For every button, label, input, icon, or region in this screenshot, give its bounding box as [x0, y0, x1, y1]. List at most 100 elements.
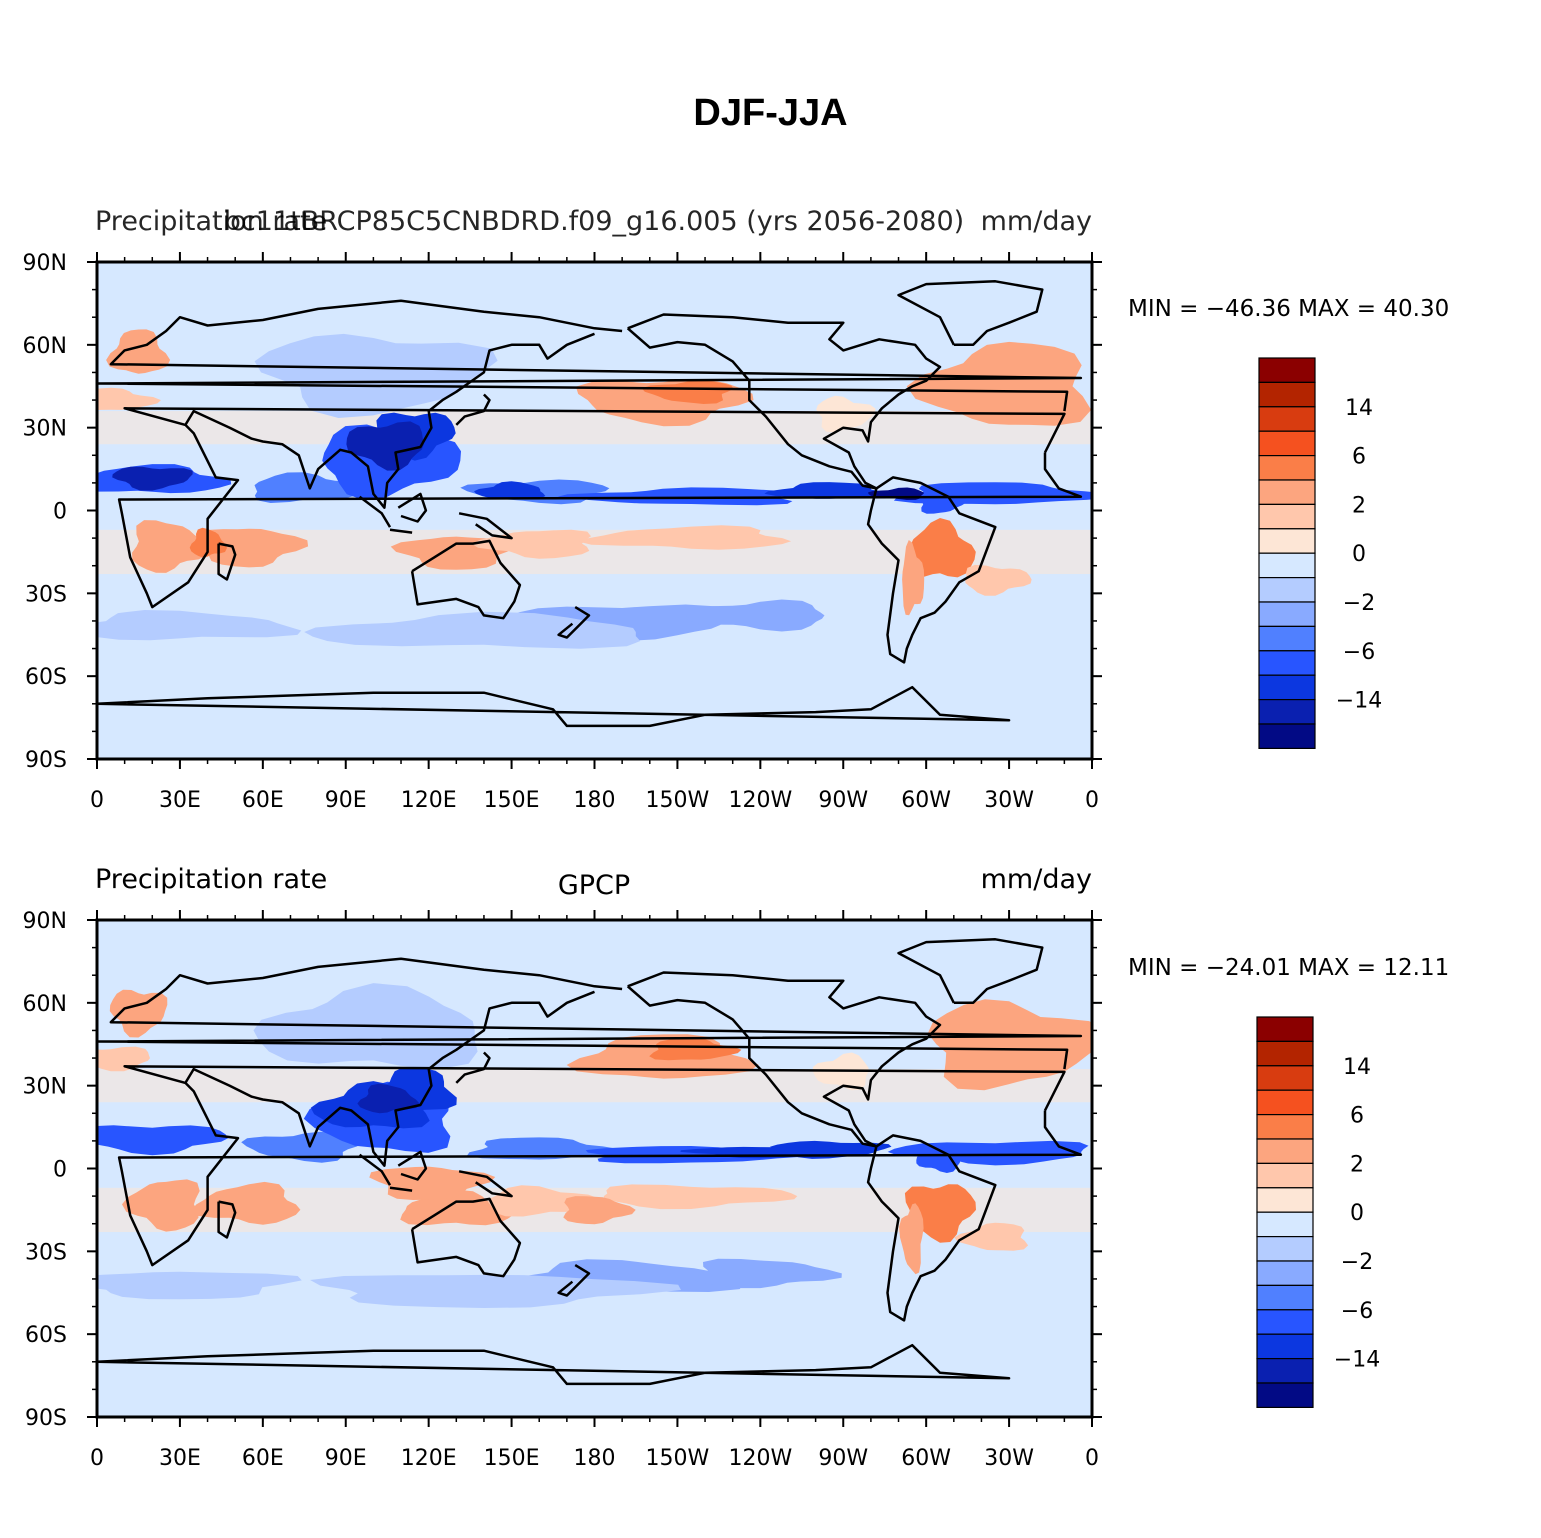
lon-tick-label: 30W — [984, 788, 1034, 813]
coastline — [557, 606, 591, 639]
colorbar-label: 14 — [1345, 396, 1373, 421]
lon-tick-label: 0 — [90, 1446, 104, 1471]
panel-1-right-label: mm/day — [981, 206, 1092, 237]
field-contour — [906, 518, 976, 578]
colorbar-swatch — [1258, 357, 1316, 383]
field-contour — [816, 395, 876, 433]
colorbar-swatch — [1256, 1235, 1314, 1262]
colorbar-label: −6 — [1343, 640, 1375, 665]
colorbar-label: −6 — [1341, 1299, 1373, 1324]
field-contour — [887, 1140, 1089, 1166]
lon-tick-label: 150W — [646, 788, 710, 813]
field-contour — [357, 1083, 420, 1114]
lon-tick-label: 120W — [728, 1446, 792, 1471]
lon-tick-label: 150W — [646, 1446, 710, 1471]
coastline — [217, 1200, 237, 1239]
field-contour — [304, 611, 641, 649]
coastline — [217, 542, 237, 581]
field-contour — [196, 528, 309, 568]
lon-tick-label: 150E — [484, 788, 540, 813]
field-contour — [132, 520, 209, 573]
panel-1-center-label: bc11tBRCP85C5CNBDRD.f09_g16.005 (yrs 205… — [224, 206, 964, 237]
lat-tick-label: 30S — [25, 1240, 67, 1265]
colorbar-swatch — [1258, 479, 1316, 505]
field-contour — [603, 1184, 798, 1210]
lat-tick-label: 90S — [25, 748, 67, 773]
field-contour — [686, 599, 825, 632]
coastline — [458, 512, 513, 540]
panel-2-left-label: Precipitation rate — [95, 864, 327, 895]
lat-tick-label: 30N — [23, 417, 67, 442]
colorbar-swatch — [1256, 1138, 1314, 1164]
colorbar-swatch — [1258, 601, 1316, 627]
field-contour — [927, 999, 1092, 1091]
colorbar-label: 0 — [1350, 1201, 1364, 1226]
field-contour — [694, 1258, 842, 1289]
panel-2-center-label: GPCP — [558, 870, 630, 901]
lat-tick-label: 60S — [25, 1323, 67, 1348]
colorbar-swatch — [1258, 503, 1316, 530]
colorbar-label: 2 — [1350, 1152, 1364, 1177]
field-contour — [965, 564, 1032, 596]
lon-tick-label: 90W — [818, 1446, 868, 1471]
panel-1-field — [97, 262, 1092, 759]
lat-tick-label: 0 — [53, 1158, 67, 1183]
colorbar-swatch — [1258, 381, 1316, 408]
colorbar-swatch — [1258, 406, 1316, 432]
coastline — [184, 332, 595, 509]
colorbar-swatch — [1258, 674, 1316, 701]
lon-tick-label: 180 — [574, 788, 616, 813]
lat-tick-label: 60N — [23, 992, 67, 1017]
coastline — [866, 1134, 997, 1322]
lon-tick-label: 0 — [90, 788, 104, 813]
coastline — [184, 990, 595, 1167]
coastline — [410, 1197, 522, 1278]
colorbar-swatch — [1256, 1309, 1314, 1335]
colorbar-swatch — [1258, 723, 1316, 749]
field-background — [97, 920, 1092, 1417]
lat-tick-label: 90S — [25, 1406, 67, 1431]
colorbar-label: −14 — [1334, 1348, 1380, 1373]
coastline — [455, 1051, 491, 1084]
field-contour — [254, 333, 498, 418]
field-band — [97, 1069, 1092, 1103]
panel-1-left-label: Precipitation rate — [95, 206, 327, 237]
colorbar-swatch — [1258, 698, 1316, 725]
lon-tick-label: 60W — [901, 1446, 951, 1471]
field-contour — [764, 482, 890, 499]
panel-1-stats: MIN = −46.36 MAX = 40.30 — [1128, 296, 1449, 322]
coastline — [410, 539, 522, 620]
lon-tick-label: 60E — [242, 788, 284, 813]
panel-2-colorbar: 14 6 2 0 −2 −6 −14 — [1256, 1016, 1380, 1408]
field-contour — [241, 1131, 361, 1163]
field-contour — [563, 1196, 636, 1225]
colorbar-label: −2 — [1343, 591, 1375, 616]
field-contour — [902, 540, 925, 616]
lon-tick-label: 180 — [574, 1446, 616, 1471]
colorbar-swatch — [1258, 576, 1316, 603]
lat-tick-label: 0 — [53, 500, 67, 525]
lon-tick-label: 0 — [1085, 788, 1099, 813]
coastline — [97, 685, 1011, 728]
field-contour — [474, 481, 546, 499]
field-contour — [954, 1222, 1029, 1251]
lon-tick-label: 90W — [818, 788, 868, 813]
colorbar-swatch — [1256, 1089, 1314, 1116]
coastline — [897, 938, 1044, 1005]
field-contour — [97, 610, 302, 641]
panel-2-right-label: mm/day — [981, 864, 1092, 895]
coastline — [389, 528, 413, 534]
coastline — [358, 1153, 392, 1186]
colorbar-swatch — [1256, 1187, 1314, 1213]
colorbar-swatch — [1258, 455, 1316, 481]
lon-tick-label: 0 — [1085, 1446, 1099, 1471]
coastline — [897, 280, 1044, 347]
lon-tick-label: 30W — [984, 1446, 1034, 1471]
colorbar-swatch — [1256, 1382, 1314, 1408]
panel-1: Precipitation rate bc11tBRCP85C5CNBDRD.f… — [23, 206, 1450, 813]
field-contour — [97, 1125, 229, 1156]
field-contour — [97, 387, 161, 411]
coastline — [455, 393, 491, 426]
colorbar-swatch — [1256, 1357, 1314, 1384]
